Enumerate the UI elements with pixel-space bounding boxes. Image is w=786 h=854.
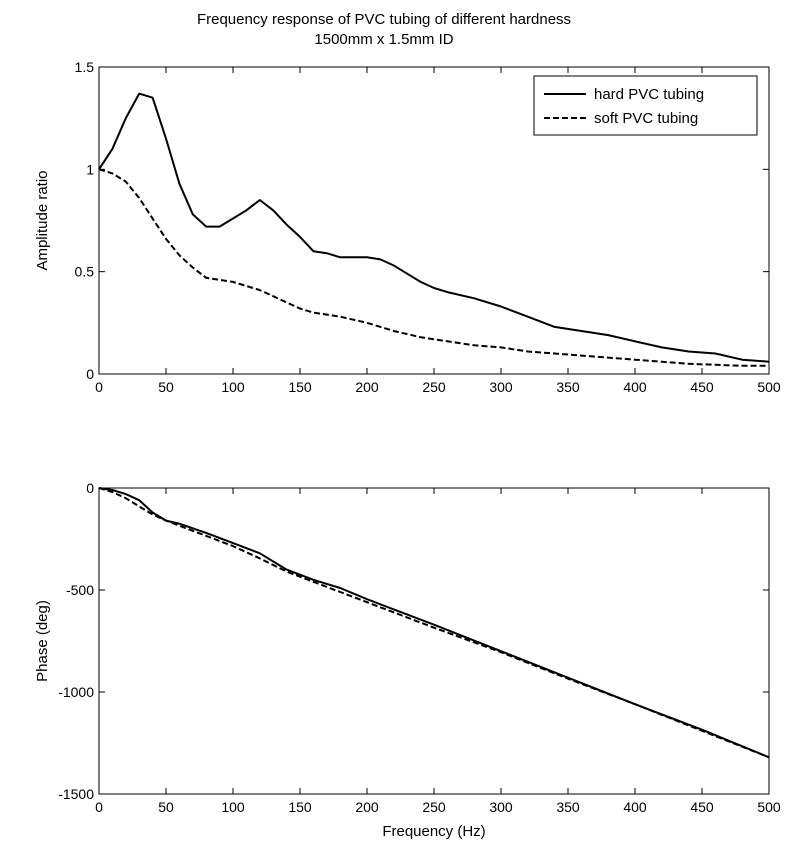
y-tick-label: -1500	[58, 786, 94, 802]
x-tick-label: 150	[288, 799, 312, 815]
x-tick-label: 200	[355, 379, 379, 395]
x-tick-label: 200	[355, 799, 379, 815]
x-tick-label: 0	[95, 379, 103, 395]
series-line-solid	[98, 487, 770, 759]
y-axis-label: Phase (deg)	[34, 600, 51, 682]
y-tick-label: 1.5	[75, 59, 95, 75]
x-tick-label: 500	[757, 799, 781, 815]
x-tick-label: 450	[690, 799, 714, 815]
x-tick-label: 0	[95, 799, 103, 815]
figure-title-line1: Frequency response of PVC tubing of diff…	[197, 11, 571, 28]
x-tick-label: 100	[221, 799, 245, 815]
x-tick-label: 400	[623, 379, 647, 395]
x-axis-label: Frequency (Hz)	[382, 823, 485, 840]
y-tick-label: 0	[86, 366, 94, 382]
legend: hard PVC tubing soft PVC tubing	[533, 75, 758, 136]
amplitude-plot: 0 50 100 150 200 250 300 350 400 450 500 0 0.5 1 1.5 Am…	[34, 59, 781, 395]
x-tick-label: 250	[422, 799, 446, 815]
x-tick-label: 150	[288, 379, 312, 395]
y-axis-label: Amplitude ratio	[34, 170, 51, 270]
y-tick-label: -1000	[58, 684, 94, 700]
x-tick-label: 450	[690, 379, 714, 395]
x-tick-label: 50	[158, 799, 174, 815]
y-tick-label: 0	[86, 480, 94, 496]
x-tick-label: 50	[158, 379, 174, 395]
y-tick-label: 1	[86, 161, 94, 177]
plot-frame	[98, 487, 770, 795]
y-tick-label: 0.5	[75, 264, 95, 280]
legend-box	[533, 75, 758, 136]
x-tick-label: 350	[556, 799, 580, 815]
x-tick-label: 300	[489, 799, 513, 815]
x-tick-label: 350	[556, 379, 580, 395]
series-line-dashed	[98, 487, 770, 759]
figure-title-line2: 1500mm x 1.5mm ID	[314, 31, 453, 48]
y-tick-label: -500	[66, 582, 94, 598]
legend-label: hard PVC tubing	[594, 86, 704, 103]
phase-plot: 0 50 100 150 200 250 300 350 400 450 500 -1500 -1000…	[34, 480, 781, 840]
x-tick-label: 400	[623, 799, 647, 815]
series-line-dashed	[98, 168, 769, 367]
x-tick-label: 500	[757, 379, 781, 395]
x-tick-label: 300	[489, 379, 513, 395]
legend-label: soft PVC tubing	[594, 110, 698, 127]
x-tick-label: 100	[221, 379, 245, 395]
series-line-solid	[98, 92, 770, 363]
x-tick-label: 250	[422, 379, 446, 395]
